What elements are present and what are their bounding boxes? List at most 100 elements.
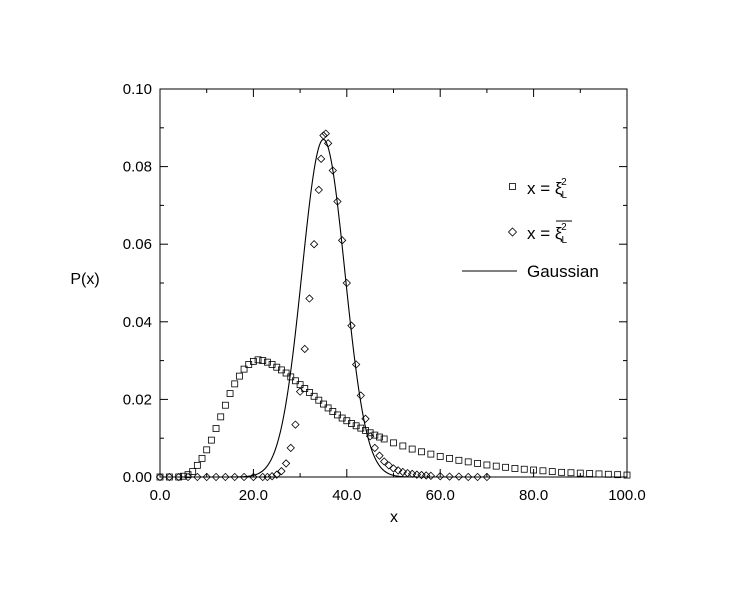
diamond-point (277, 467, 286, 476)
x-tick-label: 0.0 (150, 487, 171, 504)
square-point (175, 473, 183, 481)
square-point (315, 396, 323, 404)
square-point (324, 404, 332, 412)
square-point (193, 461, 201, 469)
diamond-point (316, 154, 326, 164)
square-point (418, 448, 425, 456)
y-tick-label: 0.06 (123, 236, 152, 253)
diamond-point (323, 139, 333, 148)
diamond-point (300, 344, 309, 354)
square-point (235, 372, 243, 380)
square-point (296, 381, 304, 389)
square-series (156, 356, 631, 481)
square-point (310, 392, 318, 400)
diamond-point (249, 472, 258, 482)
square-point (464, 458, 472, 466)
legend: x = ξL2 x = ξL2 Gaussian (462, 177, 599, 281)
diamond-point (394, 466, 403, 475)
diamond-point (473, 472, 482, 482)
square-point (329, 408, 337, 415)
diamond-point (454, 472, 464, 481)
square-point (455, 456, 463, 464)
square-point (306, 389, 313, 396)
diamond-point (426, 471, 436, 481)
axis-ticks (159, 88, 628, 478)
diamond-point (365, 432, 375, 441)
y-tick-label: 0.04 (123, 314, 152, 331)
diamond-point (379, 457, 389, 466)
square-point (530, 466, 537, 474)
square-point (586, 470, 594, 477)
square-point (446, 454, 453, 462)
diamond-point (183, 472, 193, 482)
square-point (189, 468, 197, 475)
diamond-point (319, 131, 328, 140)
diamond-series (155, 129, 492, 482)
diamond-point (417, 470, 426, 480)
square-point (320, 400, 327, 408)
diamond-point (347, 321, 356, 330)
square-point (217, 413, 225, 421)
diamond-point (351, 360, 361, 369)
diamond-point (202, 472, 211, 482)
square-point (348, 420, 355, 427)
diamond-point (295, 387, 305, 396)
square-point (179, 472, 187, 480)
square-point (399, 442, 407, 450)
diamond-point (165, 472, 174, 482)
diamond-point (398, 467, 408, 477)
square-point (240, 365, 248, 373)
square-point (604, 470, 612, 478)
square-point (231, 380, 239, 388)
square-point (352, 422, 360, 430)
plot-frame (159, 88, 628, 478)
diamond-point (408, 469, 417, 479)
x-tick-labels: 0.0 20.0 40.0 60.0 80.0 100.0 (150, 487, 646, 504)
square-point (249, 357, 257, 365)
square-point (595, 470, 603, 478)
square-point (221, 401, 229, 409)
square-point (474, 460, 481, 467)
square-point (198, 454, 206, 462)
square-point (301, 385, 309, 392)
square-point (362, 427, 369, 434)
legend-square-label: x = ξL2 (527, 177, 568, 201)
diamond-point (281, 459, 291, 468)
diamond-point (155, 472, 165, 482)
square-point (427, 450, 435, 458)
diamond-point (267, 472, 277, 481)
diamond-point (389, 464, 398, 473)
gaussian-line (230, 138, 417, 478)
legend-entry-gaussian: Gaussian (462, 262, 599, 281)
square-point (203, 446, 211, 454)
square-point (207, 436, 215, 444)
legend-diamond-label: x = ξL2 (527, 222, 568, 246)
diamond-point (314, 185, 323, 195)
diamond-point (263, 472, 272, 482)
square-point (357, 424, 365, 432)
y-tick-label: 0.00 (123, 469, 152, 486)
square-point (548, 468, 556, 475)
square-point (502, 463, 509, 471)
x-tick-label: 40.0 (332, 487, 361, 504)
y-tick-labels: 0.00 0.02 0.04 0.06 0.08 0.10 (123, 81, 152, 486)
legend-entry-diamond: x = ξL2 (507, 220, 572, 246)
x-tick-label: 20.0 (239, 487, 268, 504)
diamond-point (193, 472, 202, 482)
square-point (282, 369, 290, 377)
x-axis-label: x (390, 509, 398, 526)
square-point (567, 469, 575, 477)
y-tick-label: 0.10 (123, 81, 152, 98)
diamond-point (305, 294, 314, 303)
square-point (380, 435, 388, 443)
diamond-point (375, 451, 384, 460)
square-point (371, 431, 379, 439)
square-point (436, 453, 444, 460)
square-point (212, 425, 220, 432)
square-point (156, 473, 164, 481)
legend-gaussian-label: Gaussian (527, 262, 599, 281)
square-point (366, 429, 374, 437)
legend-square-marker (509, 183, 516, 190)
diamond-point (337, 236, 347, 245)
square-point (492, 462, 500, 470)
